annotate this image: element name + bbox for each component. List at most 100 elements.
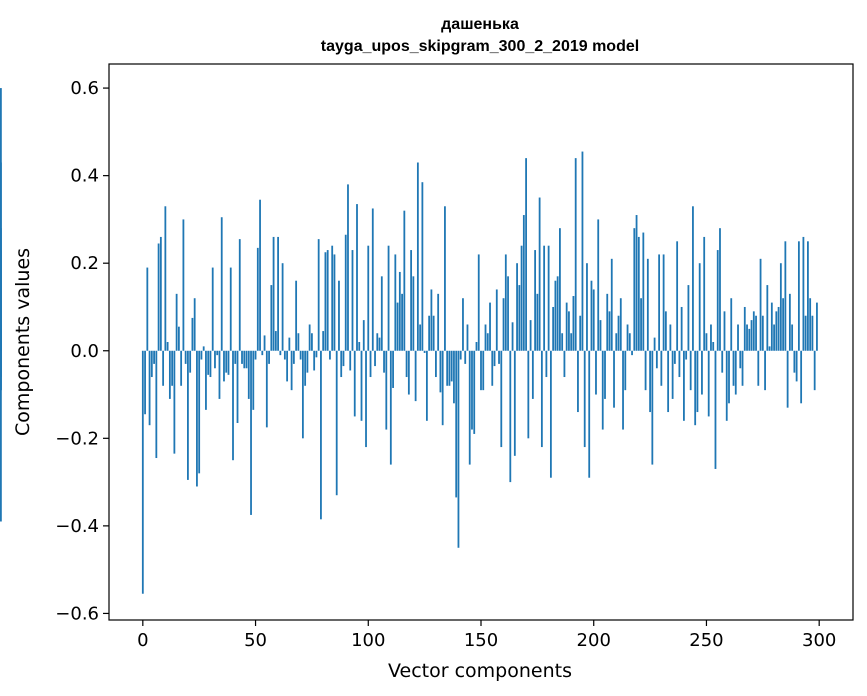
y-tick-label: 0.6 — [70, 78, 99, 99]
y-tick-label: −0.4 — [55, 516, 99, 537]
bar-213 — [622, 350, 624, 430]
bar-78 — [317, 239, 320, 351]
bar-287 — [788, 293, 791, 351]
bar-91 — [347, 184, 349, 351]
bar-105 — [378, 337, 381, 351]
bar-65 — [288, 337, 291, 351]
x-tick-label: 300 — [802, 630, 836, 651]
bar-297 — [811, 315, 814, 351]
bar-189 — [568, 311, 570, 351]
bar-161 — [504, 254, 507, 351]
bar-1 — [144, 350, 146, 415]
bar-47 — [247, 350, 250, 399]
bar-92 — [349, 350, 352, 371]
bar-81 — [324, 252, 327, 351]
bar-108 — [385, 350, 388, 430]
bar-232 — [664, 311, 667, 351]
bar-154 — [489, 302, 491, 351]
bar-241 — [685, 350, 688, 360]
bar-239 — [680, 306, 683, 351]
bar-291 — [797, 241, 800, 351]
bar-244 — [692, 206, 694, 351]
bar-195 — [581, 151, 584, 351]
bar-271 — [752, 311, 755, 351]
bar-71 — [301, 350, 304, 439]
bar-34 — [218, 350, 221, 399]
bar-132 — [439, 350, 442, 393]
bar-32 — [214, 350, 216, 369]
y-tick-label: 0.0 — [70, 341, 99, 362]
bar-275 — [761, 315, 764, 351]
bar-179 — [545, 350, 548, 378]
bar-128 — [430, 289, 433, 351]
bar-290 — [795, 350, 798, 382]
bar-133 — [441, 350, 444, 426]
bar-31 — [211, 267, 214, 351]
bar-126 — [425, 350, 428, 421]
bar-190 — [570, 333, 573, 351]
bar-21 — [189, 350, 192, 373]
bar-54 — [263, 335, 266, 351]
bar-59 — [274, 331, 277, 351]
bar-149 — [477, 254, 480, 351]
bar-85 — [333, 254, 336, 351]
bar-183 — [554, 280, 557, 351]
bar-217 — [631, 350, 633, 356]
bar-208 — [610, 258, 613, 351]
bar-172 — [529, 320, 532, 351]
bar-221 — [640, 298, 642, 351]
bar-265 — [739, 350, 742, 369]
bar-116 — [403, 210, 406, 351]
bar-28 — [205, 350, 207, 410]
bar-73 — [306, 350, 309, 373]
x-tick-label: 200 — [577, 630, 611, 651]
bar-234 — [669, 324, 672, 351]
bar-123 — [419, 324, 422, 351]
bar-158 — [498, 350, 500, 364]
bar-88 — [340, 350, 343, 378]
bar-281 — [775, 311, 778, 351]
bar-77 — [315, 350, 318, 358]
bar-268 — [746, 324, 748, 351]
bar-201 — [595, 350, 597, 395]
bar-165 — [513, 350, 516, 456]
bar-282 — [777, 306, 780, 351]
bar-236 — [673, 350, 676, 364]
bar-210 — [615, 333, 618, 351]
bar-25 — [198, 350, 201, 474]
bar-257 — [721, 350, 724, 373]
bar-103 — [374, 350, 376, 367]
bar-38 — [227, 350, 230, 375]
bar-83 — [329, 350, 331, 360]
bar-86 — [335, 350, 338, 496]
bar-224 — [646, 258, 649, 351]
bar-3 — [148, 350, 151, 426]
y-tick-label: −0.2 — [55, 428, 99, 449]
bar-4 — [150, 350, 153, 378]
x-tick-label: 250 — [689, 630, 723, 651]
bar-263 — [734, 350, 737, 395]
bar-174 — [534, 250, 537, 351]
bar-101 — [369, 350, 372, 378]
bar-286 — [786, 350, 789, 408]
bar-33 — [216, 350, 219, 356]
chart-title: дашенька — [441, 16, 519, 33]
bar-162 — [507, 276, 509, 351]
x-axis-label: Vector components — [388, 660, 572, 682]
bar-66 — [290, 350, 293, 391]
bar-157 — [495, 289, 498, 351]
bar-75 — [311, 333, 313, 351]
bar-63 — [283, 350, 286, 360]
bar-20 — [187, 350, 189, 480]
bar-115 — [401, 293, 403, 351]
bar-155 — [491, 350, 494, 386]
bar-141 — [459, 350, 462, 360]
bar-225 — [649, 350, 651, 413]
bar-0 — [141, 350, 144, 594]
bar-259 — [725, 350, 728, 421]
bar-173 — [531, 350, 534, 399]
bar-171 — [527, 350, 530, 439]
bar-151 — [482, 350, 485, 391]
bar-58 — [272, 236, 275, 351]
bar-37 — [225, 350, 228, 373]
